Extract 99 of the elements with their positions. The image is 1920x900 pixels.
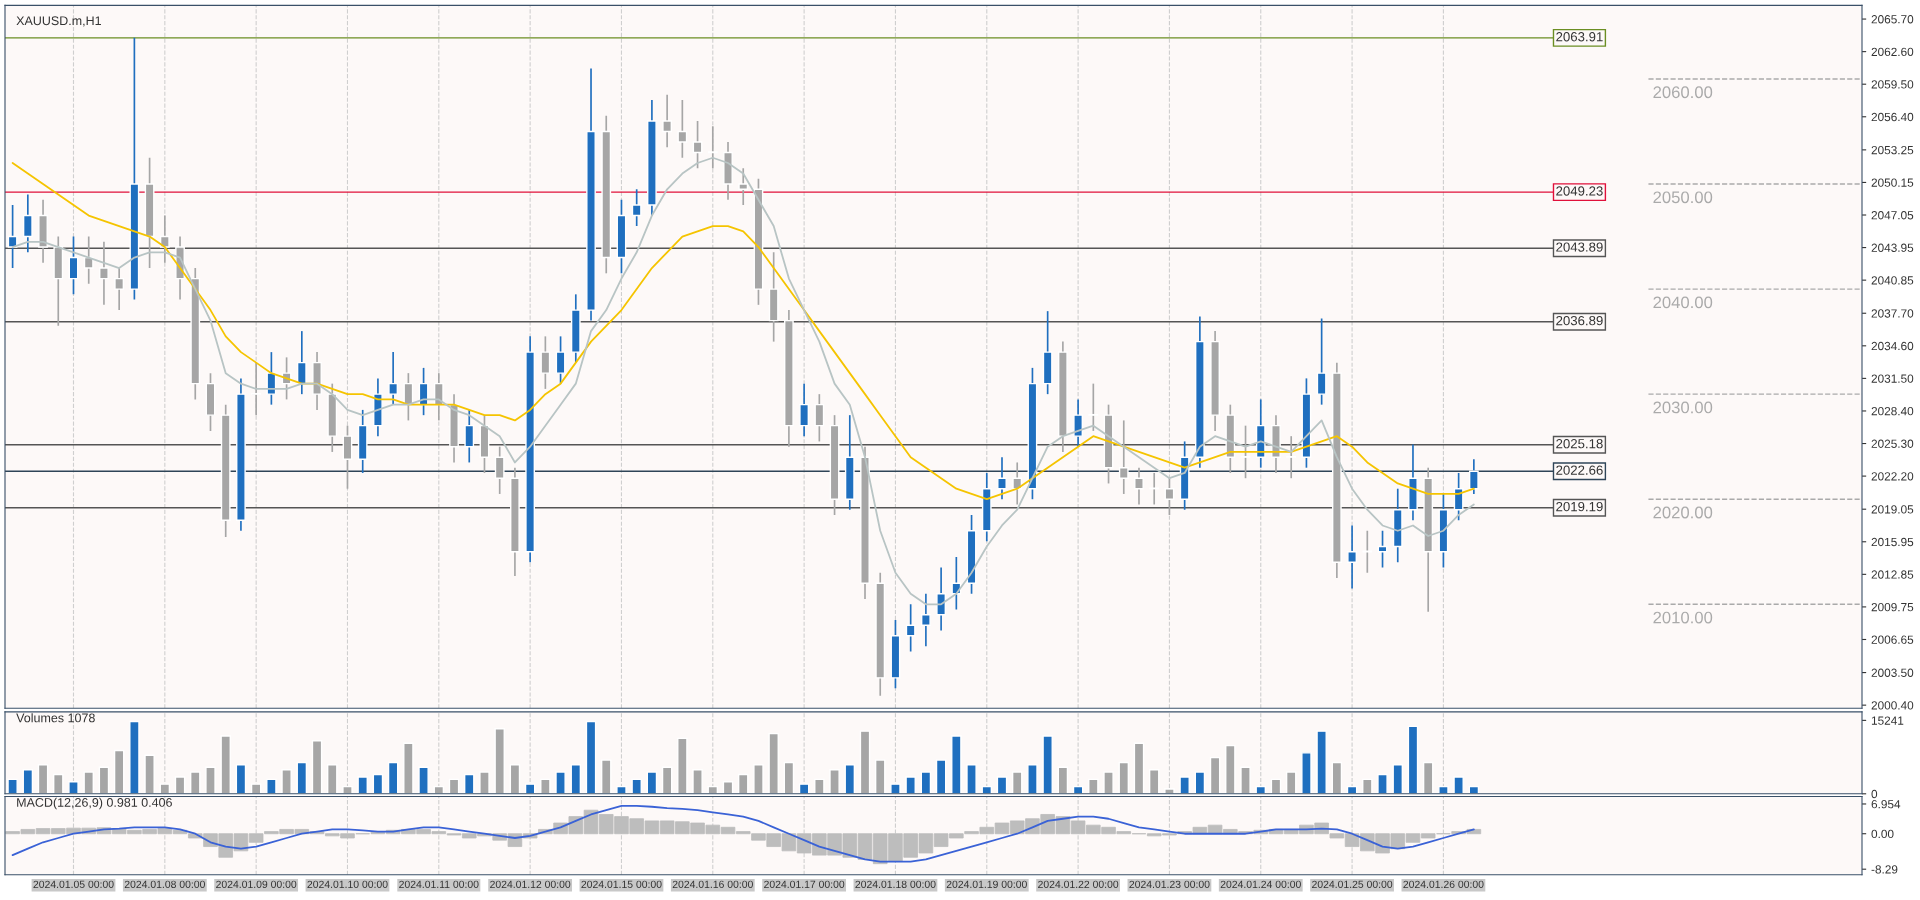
candlestick (22, 193, 33, 254)
candlestick (1286, 435, 1297, 480)
candlestick (997, 456, 1007, 501)
y-tick-label: 2037.70 (1871, 309, 1914, 318)
chart-title: Volumes 1078 (16, 713, 95, 723)
y-tick-label: 15241 (1871, 716, 1904, 725)
candlestick (540, 335, 551, 390)
ref-line-label: 2063.91 (1556, 32, 1603, 42)
x-tick-label: 2024.01.11 00:00 (399, 880, 479, 889)
text: XAUUSD.m,H1 (16, 16, 101, 27)
candlestick (83, 235, 94, 285)
candlestick (692, 120, 703, 170)
y-tick-label: 2034.60 (1871, 341, 1914, 351)
ref-line-label: 2049.23 (1556, 186, 1603, 196)
candlestick (814, 393, 825, 443)
candlestick (1073, 398, 1083, 448)
ref-line-label: 2020.00 (1653, 506, 1713, 519)
y-tick-label: 2062.60 (1871, 47, 1914, 57)
y-tick-label: 2019.05 (1871, 505, 1914, 514)
x-tick-label: 2024.01.17 00:00 (764, 880, 845, 889)
candlestick (738, 167, 749, 206)
y-tick-label: 2040.85 (1871, 276, 1914, 285)
y-tick-label: 2012.85 (1871, 570, 1914, 579)
y-tick-label: 2065.70 (1871, 15, 1914, 24)
ref-line-label: 2019.19 (1556, 501, 1603, 512)
x-tick-label: 2024.01.25 00:00 (1312, 880, 1393, 889)
candlestick (662, 93, 673, 149)
y-tick-label: 2053.25 (1871, 145, 1914, 155)
candlestick (1134, 466, 1144, 506)
y-tick-label: 2028.40 (1871, 406, 1914, 416)
candlestick (1118, 419, 1129, 495)
x-tick-label: 2024.01.22 00:00 (1038, 880, 1119, 889)
y-tick-label: 0.00 (1871, 829, 1894, 839)
ref-line-label: 2010.00 (1653, 611, 1713, 624)
ref-line-label: 2036.89 (1556, 315, 1603, 326)
candlestick (68, 235, 79, 296)
y-tick-label: 2022.20 (1871, 472, 1914, 481)
x-tick-label: 2024.01.05 00:00 (33, 880, 114, 889)
x-tick-label: 2024.01.09 00:00 (216, 880, 297, 889)
candlestick (388, 351, 399, 406)
candlestick (1468, 458, 1479, 495)
candlestick (296, 330, 307, 395)
x-tick-label: 2024.01.12 00:00 (490, 880, 571, 889)
ref-line-label: 2025.18 (1556, 438, 1603, 449)
candlestick (1149, 472, 1160, 506)
y-tick-label: 2003.50 (1871, 668, 1914, 677)
candlestick (1088, 382, 1099, 432)
y-tick-label: 0 (1871, 789, 1878, 799)
candlestick (677, 99, 688, 159)
x-tick-label: 2024.01.23 00:00 (1129, 880, 1210, 889)
candlestick (1316, 317, 1327, 406)
ref-line-label: 2040.00 (1653, 296, 1713, 309)
x-tick-label: 2024.01.08 00:00 (124, 880, 205, 889)
candlestick (159, 214, 170, 264)
y-tick-label: 2009.75 (1871, 602, 1914, 612)
y-tick-label: 2050.15 (1871, 178, 1914, 187)
candlestick (1240, 424, 1251, 480)
candlestick (1453, 472, 1464, 522)
candlestick (403, 372, 414, 422)
ref-line-label: 2050.00 (1653, 191, 1713, 204)
y-tick-label: 2025.30 (1871, 439, 1914, 448)
y-tick-label: 2047.05 (1871, 211, 1914, 220)
ref-line-label: 2022.66 (1556, 465, 1603, 475)
y-tick-label: 2000.40 (1871, 701, 1914, 710)
y-tick-label: -8.29 (1871, 865, 1898, 874)
x-tick-label: 2024.01.19 00:00 (946, 880, 1027, 889)
y-tick-label: 2043.95 (1871, 243, 1914, 252)
x-tick-label: 2024.01.18 00:00 (855, 880, 936, 889)
candlestick (464, 409, 475, 464)
x-tick-label: 2024.01.10 00:00 (307, 880, 388, 889)
x-tick-label: 2024.01.15 00:00 (581, 880, 662, 889)
x-tick-label: 2024.01.26 00:00 (1403, 880, 1484, 889)
candlestick (905, 603, 916, 653)
candlestick (631, 188, 642, 227)
y-tick-label: 2056.40 (1871, 112, 1914, 122)
x-tick-label: 2024.01.16 00:00 (672, 880, 753, 889)
candlestick (1347, 524, 1357, 590)
candlestick (266, 351, 277, 406)
y-tick-label: 6.954 (1871, 800, 1901, 809)
x-tick-label: 2024.01.24 00:00 (1220, 880, 1301, 889)
candlestick (99, 240, 109, 306)
y-tick-label: 2006.65 (1871, 635, 1914, 644)
ref-line-label: 2043.89 (1556, 242, 1603, 252)
candlestick (342, 424, 353, 490)
y-tick-label: 2015.95 (1871, 537, 1914, 547)
chart-title: MACD(12,26,9) 0.981 0.406 (17, 797, 172, 810)
candlestick (494, 445, 505, 495)
candlestick (936, 566, 946, 632)
y-tick-label: 2031.50 (1871, 374, 1914, 383)
candlestick (921, 592, 931, 648)
candlestick (251, 361, 262, 416)
ref-line-label: 2060.00 (1653, 86, 1713, 99)
ref-line-label: 2030.00 (1653, 401, 1713, 414)
candlestick (114, 267, 125, 311)
candlestick (799, 382, 809, 438)
candlestick (1164, 477, 1175, 516)
candlestick (555, 335, 566, 385)
candlestick (707, 125, 718, 170)
y-tick-label: 2059.50 (1871, 80, 1914, 89)
